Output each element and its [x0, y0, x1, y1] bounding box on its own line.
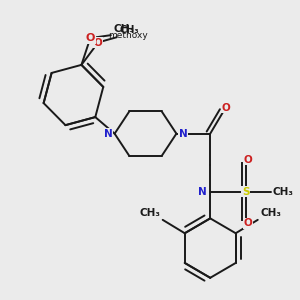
Text: O: O: [244, 218, 252, 228]
Text: CH₃: CH₃: [273, 187, 294, 196]
Text: N: N: [179, 129, 188, 139]
Text: O: O: [93, 38, 102, 48]
Text: O: O: [244, 155, 252, 165]
Text: N: N: [103, 129, 112, 139]
Text: O: O: [85, 33, 95, 43]
Text: CH₃: CH₃: [139, 208, 160, 218]
Text: O: O: [221, 103, 230, 113]
Text: methoxy: methoxy: [108, 31, 148, 40]
Text: S: S: [242, 187, 249, 196]
Text: CH₃: CH₃: [260, 208, 281, 218]
Text: CH₃: CH₃: [119, 25, 139, 35]
Text: CH₃: CH₃: [113, 24, 134, 34]
Text: N: N: [198, 187, 207, 196]
